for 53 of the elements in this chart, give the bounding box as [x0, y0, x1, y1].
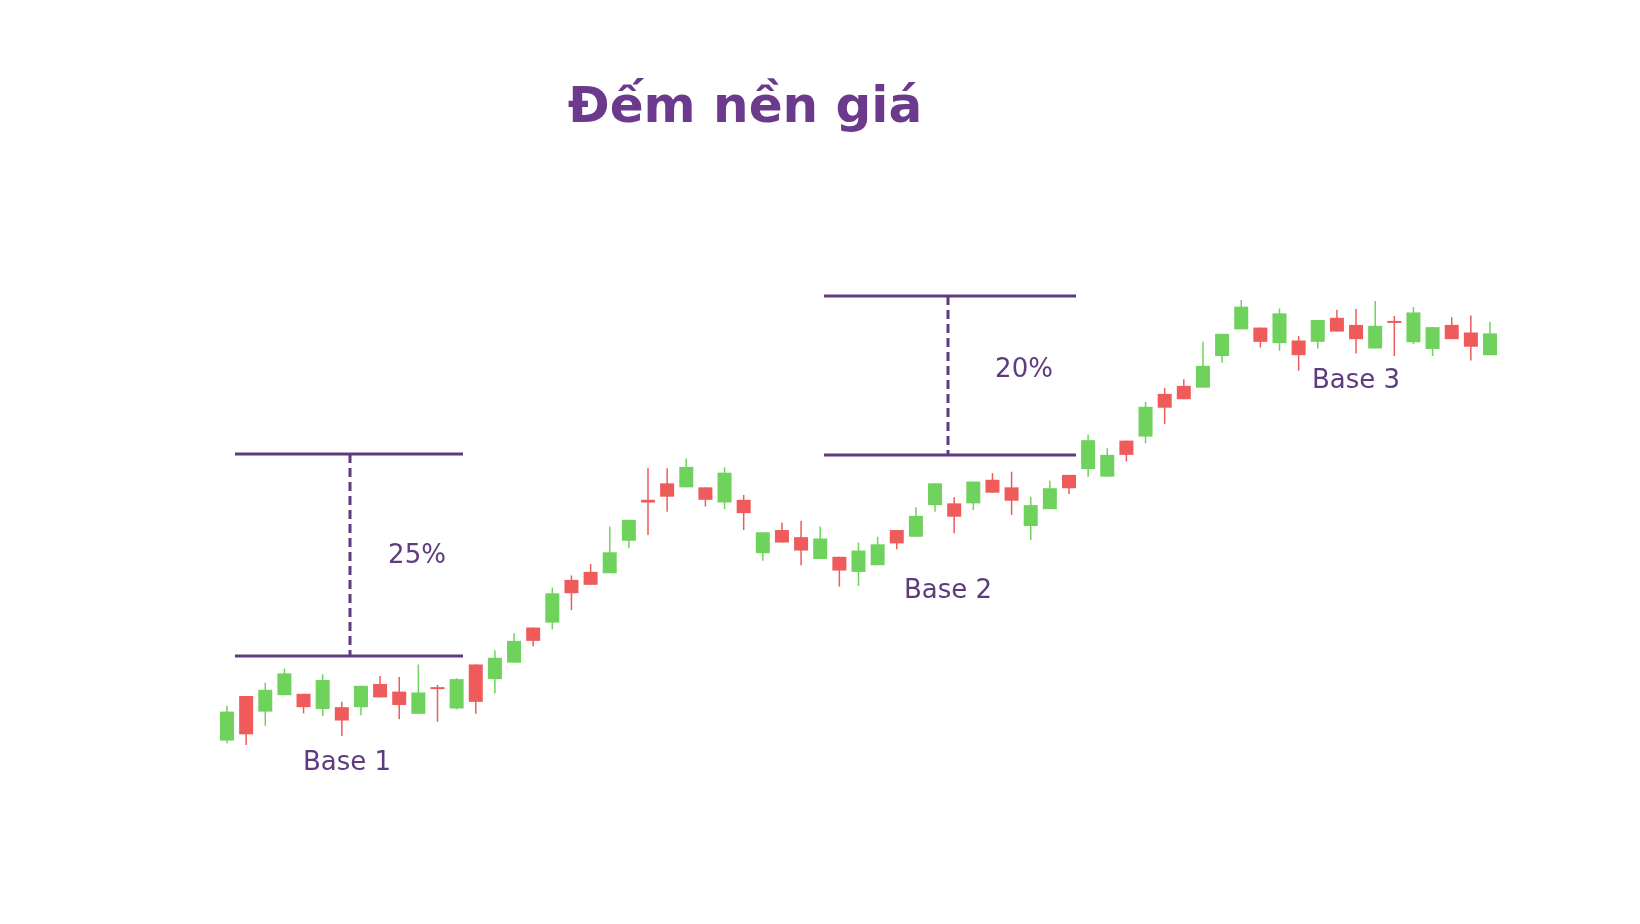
candlestick	[755, 531, 770, 562]
candlestick	[851, 541, 866, 587]
candlestick	[889, 529, 904, 550]
annotation: Base 2	[903, 573, 993, 604]
candlestick	[1483, 321, 1497, 356]
candlestick	[258, 681, 273, 727]
candlestick	[583, 563, 598, 586]
candlestick	[832, 556, 847, 588]
annotation: 20%	[995, 352, 1053, 383]
candlestick	[334, 701, 349, 737]
annotation: 25%	[388, 538, 446, 569]
candlestick	[1387, 315, 1402, 357]
candlestick	[1368, 300, 1383, 350]
candlestick	[621, 519, 636, 550]
candlestick	[1349, 308, 1364, 355]
candlestick	[392, 676, 407, 720]
candlestick	[1425, 326, 1440, 357]
candlestick	[1004, 471, 1019, 516]
candlestick	[774, 521, 789, 544]
candlestick	[966, 480, 981, 511]
candlestick	[602, 525, 617, 574]
candlestick	[1329, 309, 1344, 333]
candlestick	[1291, 335, 1306, 372]
candlestick	[1310, 319, 1325, 350]
candlestick	[928, 482, 943, 513]
text: Base 1	[302, 745, 392, 776]
candlestick	[1157, 387, 1172, 425]
candlestick	[908, 506, 923, 538]
candlestick	[430, 684, 445, 723]
candlestick	[660, 467, 675, 513]
candlestick	[736, 494, 751, 531]
candlestick	[353, 685, 368, 716]
candlestick	[870, 535, 885, 566]
candlestick	[813, 525, 828, 560]
candlestick	[985, 472, 1000, 494]
candlestick	[487, 649, 502, 695]
chart-title: Đếm nền giá	[567, 76, 923, 134]
candlestick	[1023, 495, 1038, 541]
candlestick	[411, 663, 426, 715]
candlestick	[698, 486, 713, 508]
candlestick	[277, 667, 292, 696]
candlestick	[679, 457, 694, 489]
candlestick	[1215, 333, 1230, 364]
candlestick	[947, 496, 962, 534]
candlestick	[794, 519, 809, 566]
candlestick	[1100, 447, 1115, 478]
candlestick	[1463, 314, 1478, 362]
candlestick	[564, 574, 579, 611]
candlestick	[1234, 299, 1249, 331]
annotation: Base 3	[1311, 363, 1401, 394]
candlestick	[507, 632, 522, 664]
candlestick	[1042, 479, 1057, 510]
candlestick	[1195, 341, 1210, 389]
